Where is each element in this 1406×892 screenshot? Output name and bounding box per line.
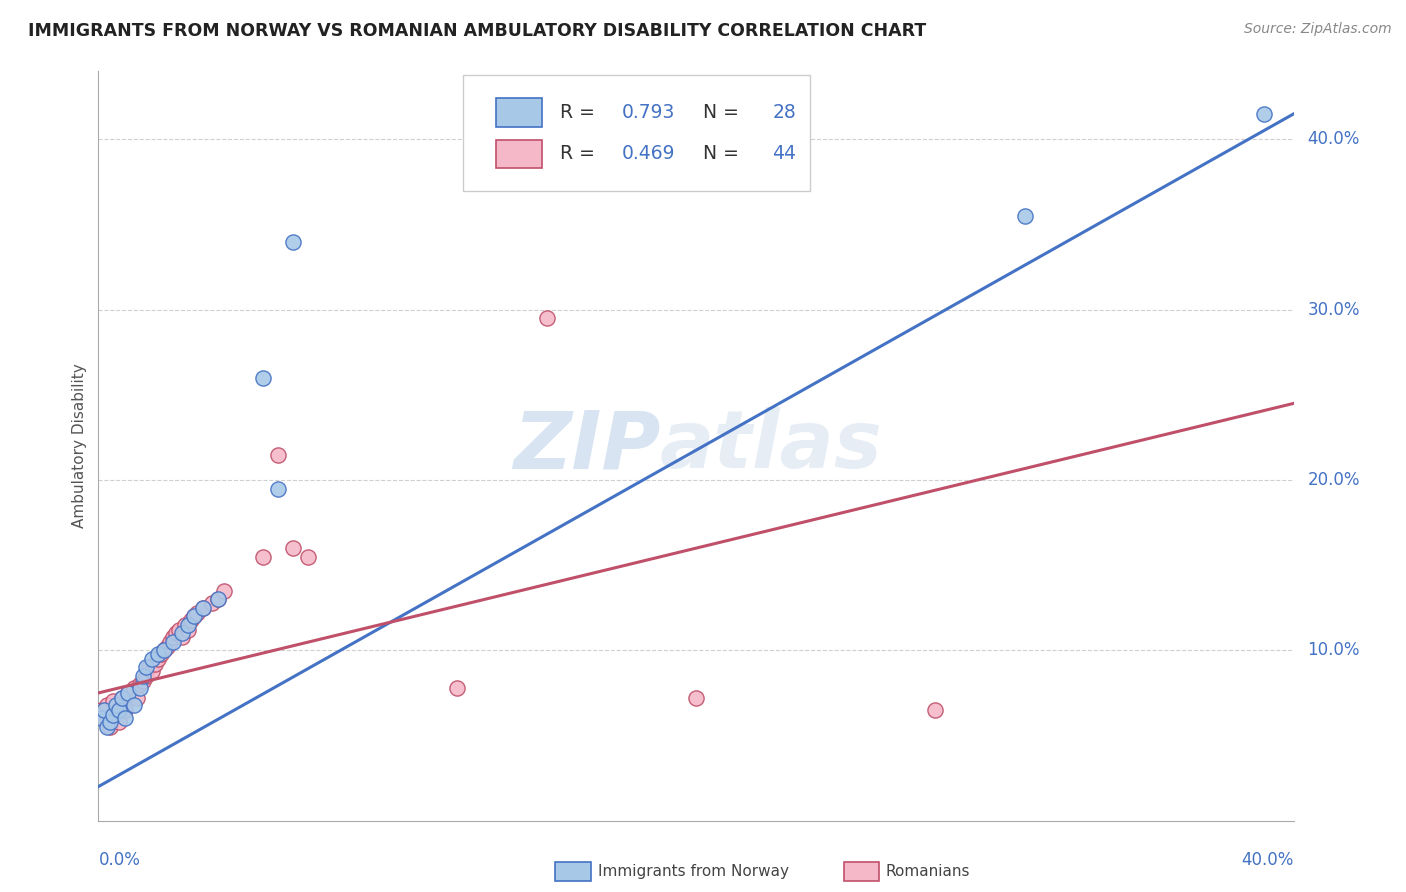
Text: N =: N = <box>692 145 745 163</box>
Point <box>141 652 163 666</box>
Point <box>183 609 205 624</box>
Point <box>191 600 214 615</box>
Point <box>111 691 134 706</box>
Text: IMMIGRANTS FROM NORWAY VS ROMANIAN AMBULATORY DISABILITY CORRELATION CHART: IMMIGRANTS FROM NORWAY VS ROMANIAN AMBUL… <box>28 22 927 40</box>
Point <box>536 311 558 326</box>
FancyBboxPatch shape <box>496 98 541 127</box>
Text: atlas: atlas <box>661 407 883 485</box>
Point <box>98 714 122 729</box>
Text: R =: R = <box>560 103 600 122</box>
Point <box>98 720 122 734</box>
Point <box>252 549 274 564</box>
Text: 44: 44 <box>772 145 796 163</box>
Point <box>153 643 176 657</box>
Point <box>143 657 166 671</box>
Point <box>103 694 125 708</box>
Point <box>127 691 149 706</box>
Point <box>153 643 176 657</box>
Text: 0.793: 0.793 <box>621 103 675 122</box>
Point <box>132 673 155 688</box>
Point <box>108 703 131 717</box>
Point <box>252 371 274 385</box>
Point <box>207 592 229 607</box>
Point <box>105 708 128 723</box>
Point <box>174 617 197 632</box>
Point <box>177 617 200 632</box>
Point <box>138 660 160 674</box>
Point <box>124 681 146 695</box>
FancyBboxPatch shape <box>496 139 541 168</box>
Text: 40.0%: 40.0% <box>1241 851 1294 869</box>
Point <box>114 711 136 725</box>
Text: 20.0%: 20.0% <box>1308 471 1360 489</box>
Point <box>117 686 139 700</box>
Point <box>446 681 468 695</box>
Point <box>156 640 179 654</box>
Point <box>93 711 115 725</box>
Text: 0.469: 0.469 <box>621 145 675 163</box>
Point <box>207 592 229 607</box>
Point <box>212 583 235 598</box>
Point <box>159 635 181 649</box>
Text: 28: 28 <box>772 103 796 122</box>
Text: ZIP: ZIP <box>513 407 661 485</box>
Point <box>165 626 187 640</box>
Point <box>114 703 136 717</box>
Text: N =: N = <box>692 103 745 122</box>
Point <box>141 664 163 678</box>
Point <box>924 703 946 717</box>
Point <box>172 630 194 644</box>
Point <box>90 711 112 725</box>
Text: R =: R = <box>560 145 600 163</box>
Text: 0.0%: 0.0% <box>98 851 141 869</box>
Y-axis label: Ambulatory Disability: Ambulatory Disability <box>72 364 87 528</box>
Text: 40.0%: 40.0% <box>1308 130 1360 148</box>
Point <box>685 691 707 706</box>
Text: 10.0%: 10.0% <box>1308 641 1360 659</box>
Point <box>162 630 184 644</box>
Point <box>201 596 224 610</box>
Text: Immigrants from Norway: Immigrants from Norway <box>598 864 789 879</box>
Point <box>93 703 115 717</box>
Point <box>267 482 290 496</box>
Point <box>167 623 190 637</box>
Point <box>105 698 128 712</box>
Point <box>90 703 112 717</box>
Point <box>177 623 200 637</box>
FancyBboxPatch shape <box>463 75 810 191</box>
Point <box>150 647 173 661</box>
Point <box>297 549 319 564</box>
Point <box>124 698 146 712</box>
Point <box>135 660 157 674</box>
Point <box>148 647 170 661</box>
Text: 30.0%: 30.0% <box>1308 301 1360 318</box>
Point <box>129 681 152 695</box>
Point <box>96 720 118 734</box>
Point <box>96 698 118 712</box>
Point <box>1253 107 1275 121</box>
Point <box>1014 209 1036 223</box>
Point <box>191 600 214 615</box>
Point <box>148 652 170 666</box>
Point <box>267 448 290 462</box>
Point <box>281 235 304 249</box>
Point <box>281 541 304 556</box>
Point <box>103 708 125 723</box>
Point <box>183 609 205 624</box>
Point <box>108 714 131 729</box>
Point <box>111 691 134 706</box>
Point <box>162 635 184 649</box>
Point <box>180 613 202 627</box>
Text: Source: ZipAtlas.com: Source: ZipAtlas.com <box>1244 22 1392 37</box>
Point <box>186 606 208 620</box>
Text: Romanians: Romanians <box>886 864 970 879</box>
Point <box>172 626 194 640</box>
Point <box>117 686 139 700</box>
Point <box>135 669 157 683</box>
Point <box>132 669 155 683</box>
Point <box>129 677 152 691</box>
